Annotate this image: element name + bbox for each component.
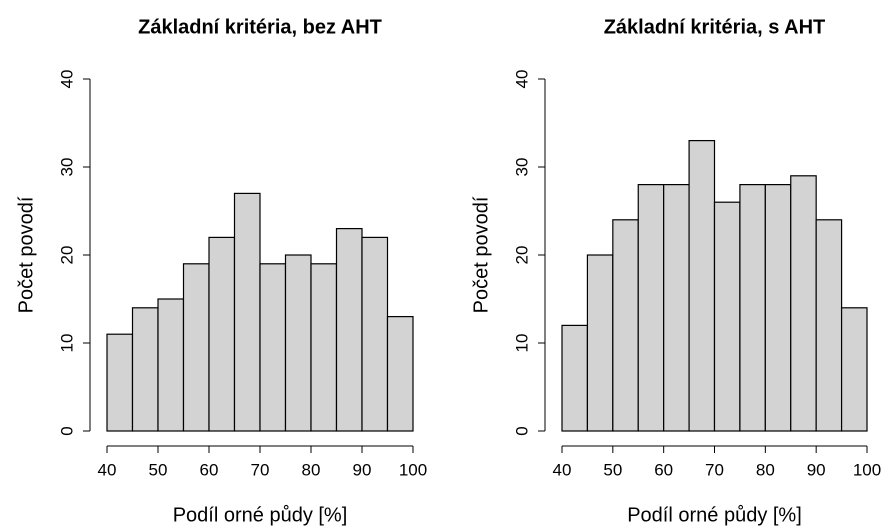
x-tick-label: 40 — [98, 460, 117, 479]
y-tick-label: 10 — [512, 334, 531, 353]
bar — [259, 263, 287, 432]
bar — [386, 316, 414, 432]
x-tick-label: 90 — [353, 460, 372, 479]
x-tick-label: 70 — [251, 460, 270, 479]
bar — [713, 201, 741, 432]
chart-title: Základní kritéria, bez AHT — [138, 16, 382, 38]
y-tick-label: 30 — [57, 158, 76, 177]
x-tick-label: 50 — [603, 460, 622, 479]
bar — [182, 263, 210, 432]
bar — [131, 307, 159, 432]
x-tick-label: 60 — [200, 460, 219, 479]
bar — [840, 307, 868, 432]
x-tick-label: 70 — [705, 460, 724, 479]
bar — [663, 184, 690, 432]
bar — [233, 192, 261, 432]
bar — [586, 254, 614, 432]
y-tick-label: 40 — [512, 70, 531, 89]
x-tick-label: 60 — [654, 460, 673, 479]
y-tick-label: 0 — [512, 426, 531, 435]
y-axis-label: Počet povodí — [470, 196, 492, 313]
bar — [561, 324, 589, 432]
x-tick-label: 100 — [853, 460, 881, 479]
bar — [361, 236, 389, 432]
x-tick-label: 80 — [302, 460, 321, 479]
chart-title: Základní kritéria, s AHT — [604, 16, 826, 38]
bar — [612, 219, 639, 432]
y-tick-label: 30 — [512, 158, 531, 177]
bar — [790, 175, 817, 432]
bar — [688, 140, 716, 432]
bar — [310, 263, 338, 432]
x-tick-label: 80 — [756, 460, 775, 479]
y-tick-label: 10 — [57, 334, 76, 353]
x-tick-label: 50 — [149, 460, 168, 479]
x-tick-label: 100 — [399, 460, 427, 479]
bar — [764, 184, 792, 432]
bar — [335, 228, 363, 432]
bar — [815, 219, 843, 432]
bar — [739, 184, 766, 432]
x-axis-label: Podíl orné půdy [%] — [627, 504, 802, 526]
y-tick-label: 20 — [512, 246, 531, 265]
y-tick-label: 20 — [57, 246, 76, 265]
x-tick-label: 40 — [553, 460, 572, 479]
y-tick-label: 40 — [57, 70, 76, 89]
bar — [106, 333, 134, 432]
x-tick-label: 90 — [807, 460, 826, 479]
bar — [637, 184, 665, 432]
x-axis-label: Podíl orné půdy [%] — [173, 504, 348, 526]
bar — [284, 254, 312, 432]
bar — [208, 236, 236, 432]
bar — [157, 298, 185, 432]
y-axis-label: Počet povodí — [15, 196, 37, 313]
y-tick-label: 0 — [57, 426, 76, 435]
